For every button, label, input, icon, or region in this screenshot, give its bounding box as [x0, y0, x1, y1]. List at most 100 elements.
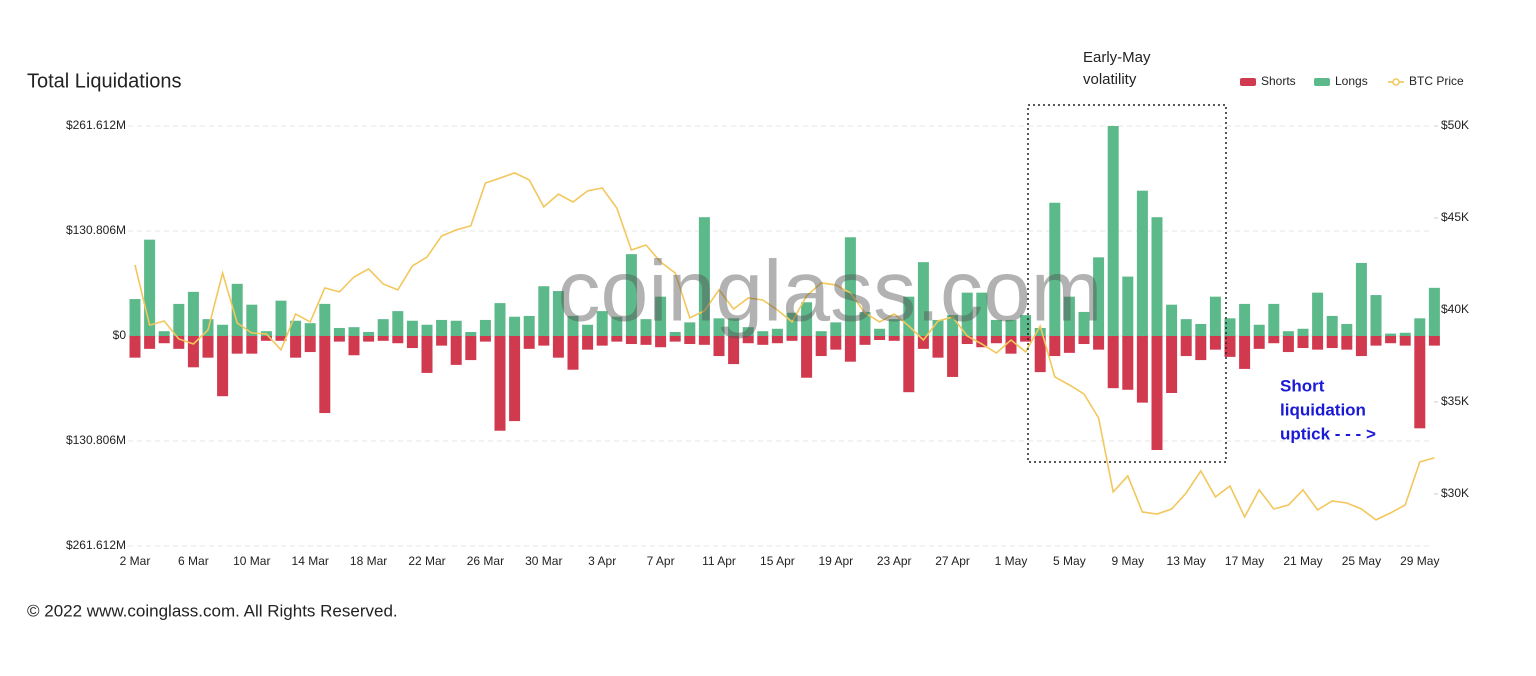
bar	[567, 315, 579, 336]
bar	[1078, 336, 1090, 345]
bar	[655, 336, 667, 348]
bar	[1414, 318, 1426, 336]
bar	[771, 328, 783, 336]
bar	[728, 318, 740, 336]
bar	[1151, 336, 1163, 450]
bar	[1224, 336, 1236, 357]
bar	[1093, 336, 1105, 350]
bar	[844, 237, 856, 336]
bar	[874, 328, 886, 336]
bar	[552, 336, 564, 358]
bar	[129, 336, 141, 358]
y2-tick-label: $40K	[1441, 302, 1469, 316]
bar	[1239, 336, 1251, 369]
bar	[801, 302, 813, 336]
x-tick-label: 17 May	[1225, 554, 1264, 568]
bar	[173, 303, 185, 336]
bar	[392, 336, 404, 344]
bar	[1312, 336, 1324, 350]
legend-label: Longs	[1335, 74, 1368, 88]
legend-swatch	[1392, 78, 1400, 86]
bar	[523, 315, 535, 336]
x-tick-label: 26 Mar	[467, 554, 504, 568]
bar	[421, 336, 433, 373]
bar	[406, 320, 418, 336]
bar	[669, 336, 681, 342]
bar	[1209, 336, 1221, 350]
bar	[421, 324, 433, 336]
bar	[888, 319, 900, 336]
bar	[625, 336, 637, 345]
bar	[538, 336, 550, 346]
bar	[1136, 336, 1148, 403]
x-tick-label: 29 May	[1400, 554, 1439, 568]
bar	[1268, 303, 1280, 336]
bar	[1428, 336, 1440, 346]
bar	[815, 336, 827, 357]
bar	[1326, 336, 1338, 349]
bar	[1312, 292, 1324, 336]
bar	[859, 311, 871, 336]
bar	[129, 299, 141, 336]
bar	[1253, 324, 1265, 336]
bar	[202, 336, 214, 358]
annotation: Early-May	[1083, 49, 1151, 66]
bar	[786, 336, 798, 341]
bar	[990, 319, 1002, 336]
bar	[290, 320, 302, 336]
bar	[348, 327, 360, 336]
bar	[538, 286, 550, 336]
legend-swatch	[1314, 78, 1330, 86]
bar	[187, 336, 199, 368]
bar	[1253, 336, 1265, 349]
bar	[1341, 323, 1353, 336]
bar	[377, 336, 389, 341]
bar	[1020, 315, 1032, 336]
legend: Shorts Longs BTC Price	[1240, 74, 1464, 88]
y2-tick-label: $35K	[1441, 394, 1469, 408]
annotation: Short	[1280, 376, 1325, 395]
bar	[1268, 336, 1280, 344]
labels: $261.612M $130.806M $0 $130.806M $261.612M $5…	[66, 118, 1469, 568]
bar	[1370, 336, 1382, 346]
bar	[450, 320, 462, 336]
bar	[523, 336, 535, 349]
x-tick-label: 9 May	[1111, 554, 1144, 568]
annotation: liquidation	[1280, 400, 1366, 419]
bar	[830, 322, 842, 336]
bar	[669, 331, 681, 336]
bar	[290, 336, 302, 358]
bar	[479, 336, 491, 342]
bar	[275, 336, 287, 341]
bar	[363, 336, 375, 342]
highlight-box	[1027, 104, 1227, 463]
bar	[698, 217, 710, 336]
legend-label: BTC Price	[1409, 74, 1464, 88]
bar	[1049, 202, 1061, 336]
bar	[1282, 331, 1294, 336]
bar	[436, 336, 448, 346]
bar	[976, 292, 988, 336]
bar	[582, 336, 594, 350]
bar	[917, 262, 929, 336]
bar	[1005, 336, 1017, 354]
y2-tick-label: $50K	[1441, 118, 1469, 132]
x-tick-label: 23 Apr	[877, 554, 912, 568]
bar	[655, 296, 667, 336]
bar	[1122, 336, 1134, 390]
bar	[333, 336, 345, 342]
x-tick-label: 7 Apr	[647, 554, 675, 568]
bar	[640, 336, 652, 345]
bar	[596, 336, 608, 346]
bar	[859, 336, 871, 345]
bars	[129, 126, 1440, 450]
bar	[1122, 276, 1134, 336]
bar	[1005, 319, 1017, 336]
bar	[786, 312, 798, 336]
bar	[757, 331, 769, 336]
bar	[1341, 336, 1353, 350]
bar	[333, 327, 345, 336]
bar	[494, 336, 506, 431]
bar	[1355, 262, 1367, 336]
bar	[742, 327, 754, 336]
